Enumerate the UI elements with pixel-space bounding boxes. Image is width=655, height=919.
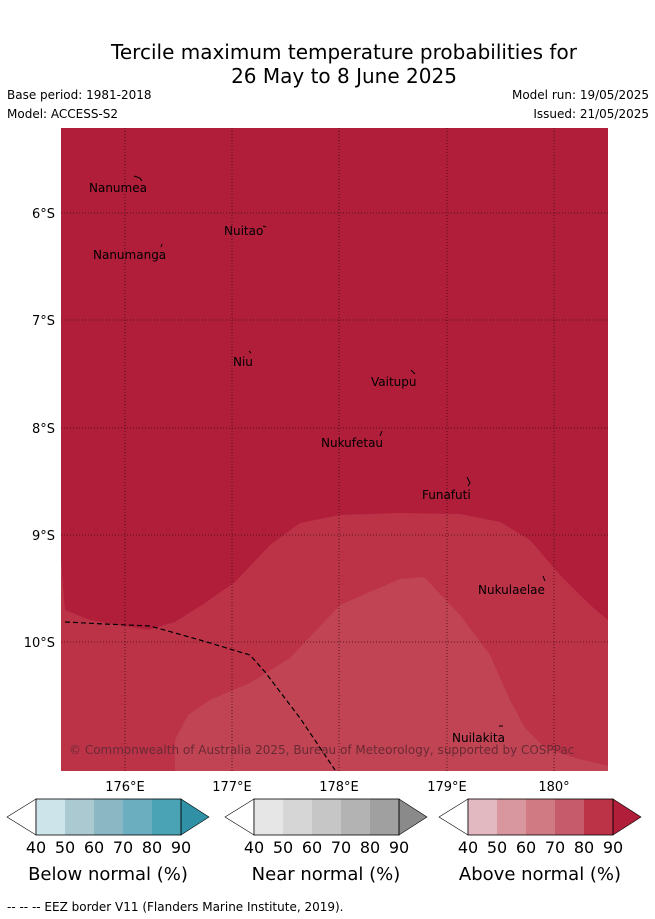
base-period: Base period: 1981-2018 (7, 88, 152, 102)
lat-tick-8s: 8°S (32, 422, 55, 437)
copyright-notice: © Commonwealth of Australia 2025, Bureau… (69, 743, 574, 757)
cb1-over (398, 798, 428, 836)
cb0-swatch-60 (94, 799, 123, 835)
lon-tick-178e: 178°E (319, 780, 359, 795)
cb2-tick-70: 70 (545, 838, 565, 857)
cb1-swatch-40 (254, 799, 283, 835)
cb2-swatch-40 (468, 799, 497, 835)
cb1-tick-50: 50 (273, 838, 293, 857)
cb1-label: Near normal (%) (252, 864, 401, 885)
latitude-tick-labels: 6°S 7°S 8°S 9°S 10°S (24, 207, 55, 651)
colorbar-above-normal: 40 50 60 70 80 90 Above normal (%) (438, 798, 642, 885)
cb0-tick-90: 90 (171, 838, 191, 857)
cb2-label: Above normal (%) (459, 864, 621, 885)
cb2-under (438, 798, 469, 836)
lat-tick-9s: 9°S (32, 529, 55, 544)
cb2-swatch-50 (497, 799, 526, 835)
cb2-swatch-60 (526, 799, 555, 835)
atoll-nanumanga (160, 243, 163, 248)
cb2-over (612, 798, 642, 836)
cb2-tick-50: 50 (487, 838, 507, 857)
atoll-nanumea (133, 175, 143, 182)
above-normal-70-zone (175, 577, 608, 771)
cb1-tick-70: 70 (331, 838, 351, 857)
atoll-niu (248, 350, 252, 354)
place-label-nanumanga: Nanumanga (93, 248, 166, 262)
cb2-swatch-80 (584, 799, 613, 835)
colorbar-near-normal: 40 50 60 70 80 90 Near normal (%) (224, 798, 428, 885)
place-label-nuilakita: Nuilakita (452, 731, 505, 745)
place-label-niu: Niu (233, 355, 253, 369)
grid-lines (61, 128, 608, 771)
longitude-tick-labels: 176°E 177°E 178°E 179°E 180° (105, 780, 569, 795)
cb1-swatch-70 (341, 799, 370, 835)
cb1-tick-60: 60 (302, 838, 322, 857)
issued-date: Issued: 21/05/2025 (533, 107, 649, 121)
cb2-swatch-70 (555, 799, 584, 835)
cb2-tick-90: 90 (603, 838, 623, 857)
cb1-swatch-50 (283, 799, 312, 835)
eez-border-line (64, 621, 336, 771)
cb2-frame (467, 798, 614, 836)
model-run: Model run: 19/05/2025 (511, 88, 649, 102)
cb1-swatch-60 (312, 799, 341, 835)
lat-tick-10s: 10°S (24, 636, 55, 651)
place-labels: Nanumea Nuitao Nanumanga Niu Vaitupu Nuk… (89, 181, 545, 745)
cb0-label: Below normal (%) (28, 864, 188, 885)
model-label: Model: ACCESS-S2 (7, 107, 119, 121)
cb0-swatch-50 (65, 799, 94, 835)
lon-tick-177e: 177°E (212, 780, 252, 795)
lon-tick-179e: 179°E (427, 780, 467, 795)
lat-tick-7s: 7°S (32, 314, 55, 329)
cb2-tick-80: 80 (574, 838, 594, 857)
cb0-swatch-80 (152, 799, 181, 835)
place-label-nuitao: Nuitao (224, 224, 263, 238)
cb0-frame (35, 798, 182, 836)
place-label-funafuti: Funafuti (422, 488, 471, 502)
probability-map (61, 128, 608, 771)
lon-tick-176e: 176°E (105, 780, 145, 795)
atoll-nukulaelae (542, 575, 546, 582)
atoll-funafuti (466, 476, 471, 487)
eez-border-legend: -- -- -- EEZ border V11 (Flanders Marine… (7, 900, 344, 914)
cb1-swatch-80 (370, 799, 399, 835)
colorbar-below-normal: 40 50 60 70 80 90 Below normal (%) (6, 798, 210, 885)
title-line-2: 26 May to 8 June 2025 (231, 64, 457, 88)
cb1-tick-40: 40 (244, 838, 264, 857)
atoll-nuitao (262, 225, 267, 228)
cb1-tick-90: 90 (389, 838, 409, 857)
lon-tick-180: 180° (538, 780, 569, 795)
cb0-over (180, 798, 210, 836)
place-label-nukufetau: Nukufetau (321, 436, 383, 450)
cb0-tick-60: 60 (84, 838, 104, 857)
place-label-nanumea: Nanumea (89, 181, 147, 195)
cb1-frame (253, 798, 400, 836)
atoll-vaitupu (410, 369, 416, 375)
lat-tick-6s: 6°S (32, 207, 55, 222)
cb1-tick-80: 80 (360, 838, 380, 857)
cb0-tick-80: 80 (142, 838, 162, 857)
place-label-nukulaelae: Nukulaelae (478, 583, 545, 597)
cb0-tick-50: 50 (55, 838, 75, 857)
cb2-tick-40: 40 (458, 838, 478, 857)
cb0-swatch-40 (36, 799, 65, 835)
cb0-tick-70: 70 (113, 838, 133, 857)
place-label-vaitupu: Vaitupu (371, 375, 417, 389)
map-title: Tercile maximum temperature probabilitie… (0, 40, 655, 88)
title-line-1: Tercile maximum temperature probabilitie… (111, 40, 577, 64)
cb2-tick-60: 60 (516, 838, 536, 857)
cb0-swatch-70 (123, 799, 152, 835)
cb0-tick-40: 40 (26, 838, 46, 857)
atoll-outlines (133, 175, 546, 727)
cb1-under (224, 798, 255, 836)
atoll-nukufetau (379, 430, 383, 437)
cb0-under (6, 798, 37, 836)
